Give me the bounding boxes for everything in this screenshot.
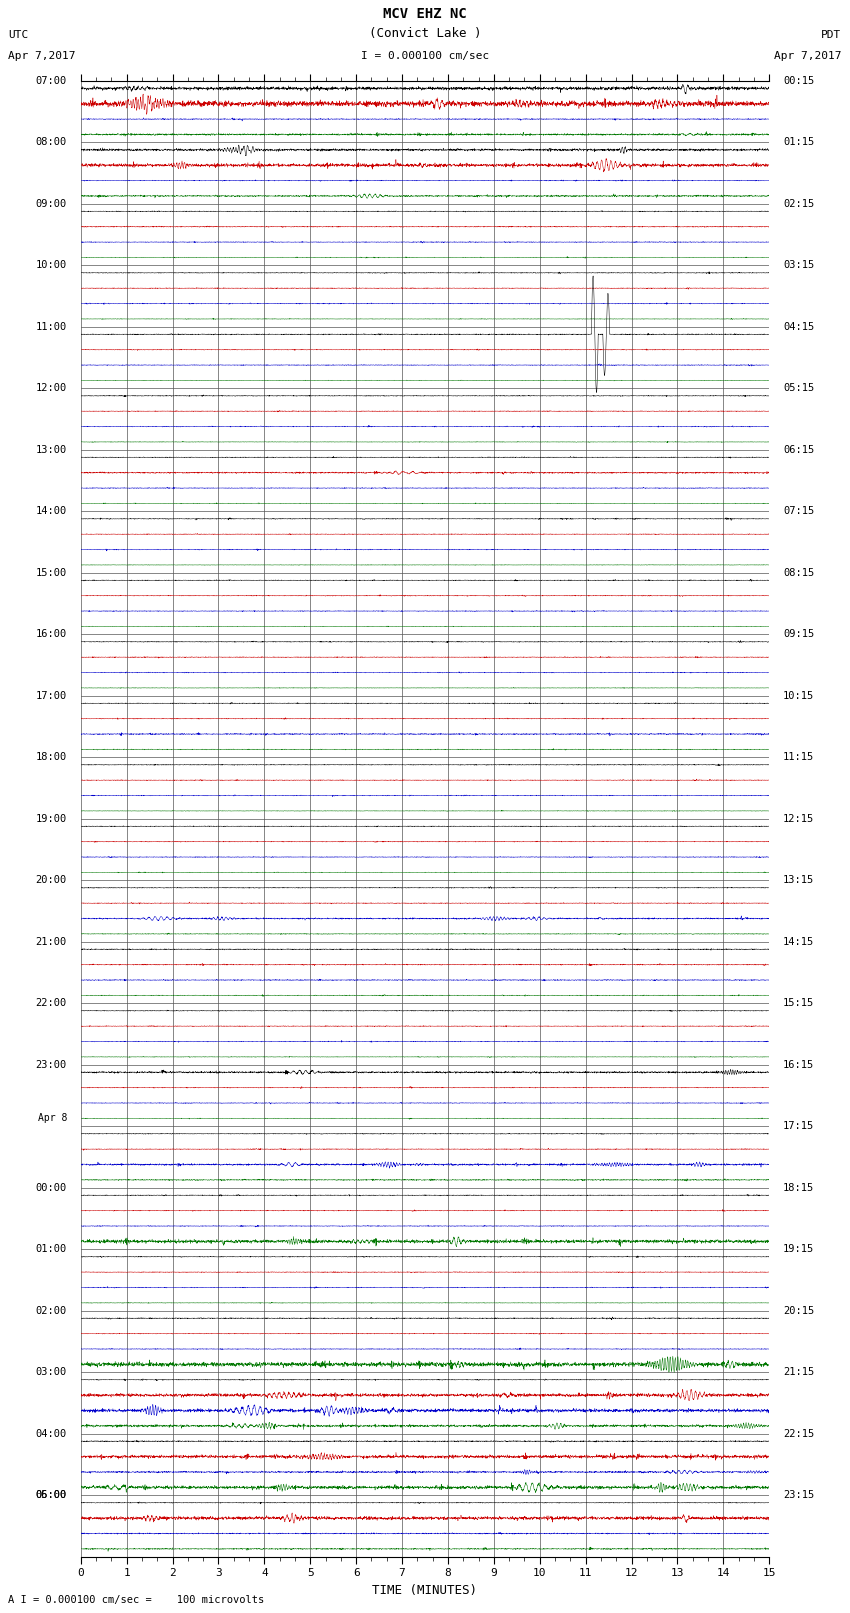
Text: 02:15: 02:15 [783, 198, 814, 208]
Text: 03:00: 03:00 [36, 1368, 67, 1378]
Text: 11:00: 11:00 [36, 321, 67, 332]
Text: PDT: PDT [821, 31, 842, 40]
Text: 10:00: 10:00 [36, 260, 67, 269]
Text: 20:00: 20:00 [36, 876, 67, 886]
Text: 23:15: 23:15 [783, 1490, 814, 1500]
Text: 03:15: 03:15 [783, 260, 814, 269]
Text: 10:15: 10:15 [783, 690, 814, 700]
Text: 17:15: 17:15 [783, 1121, 814, 1131]
Text: 12:15: 12:15 [783, 813, 814, 824]
Text: 05:15: 05:15 [783, 384, 814, 394]
Text: 08:15: 08:15 [783, 568, 814, 577]
Text: 00:00: 00:00 [36, 1182, 67, 1192]
Text: 19:15: 19:15 [783, 1244, 814, 1253]
Text: 07:15: 07:15 [783, 506, 814, 516]
Text: 14:15: 14:15 [783, 937, 814, 947]
Text: Apr 8: Apr 8 [37, 1113, 67, 1123]
Text: 17:00: 17:00 [36, 690, 67, 700]
Text: 04:15: 04:15 [783, 321, 814, 332]
Text: 06:15: 06:15 [783, 445, 814, 455]
Text: 07:00: 07:00 [36, 76, 67, 85]
Text: 01:15: 01:15 [783, 137, 814, 147]
Text: 00:15: 00:15 [783, 76, 814, 85]
Text: 15:15: 15:15 [783, 998, 814, 1008]
Text: A I = 0.000100 cm/sec =    100 microvolts: A I = 0.000100 cm/sec = 100 microvolts [8, 1595, 264, 1605]
Text: 13:15: 13:15 [783, 876, 814, 886]
Text: 05:00: 05:00 [36, 1490, 67, 1500]
Text: I = 0.000100 cm/sec: I = 0.000100 cm/sec [361, 52, 489, 61]
Text: Apr 7,2017: Apr 7,2017 [774, 52, 842, 61]
Text: 08:00: 08:00 [36, 137, 67, 147]
Text: 02:00: 02:00 [36, 1305, 67, 1316]
Text: 21:15: 21:15 [783, 1368, 814, 1378]
Text: 16:15: 16:15 [783, 1060, 814, 1069]
Text: 01:00: 01:00 [36, 1244, 67, 1253]
Text: 18:00: 18:00 [36, 752, 67, 761]
Text: 06:00: 06:00 [36, 1490, 67, 1500]
Text: 18:15: 18:15 [783, 1182, 814, 1192]
Text: 11:15: 11:15 [783, 752, 814, 761]
Text: 09:15: 09:15 [783, 629, 814, 639]
Text: 22:15: 22:15 [783, 1429, 814, 1439]
Text: 16:00: 16:00 [36, 629, 67, 639]
Text: 20:15: 20:15 [783, 1305, 814, 1316]
Text: 23:00: 23:00 [36, 1060, 67, 1069]
Text: 15:00: 15:00 [36, 568, 67, 577]
Text: MCV EHZ NC: MCV EHZ NC [383, 6, 467, 21]
X-axis label: TIME (MINUTES): TIME (MINUTES) [372, 1584, 478, 1597]
Text: 13:00: 13:00 [36, 445, 67, 455]
Text: UTC: UTC [8, 31, 29, 40]
Text: Apr 7,2017: Apr 7,2017 [8, 52, 76, 61]
Text: 21:00: 21:00 [36, 937, 67, 947]
Text: (Convict Lake ): (Convict Lake ) [369, 27, 481, 40]
Text: 09:00: 09:00 [36, 198, 67, 208]
Text: 19:00: 19:00 [36, 813, 67, 824]
Text: 14:00: 14:00 [36, 506, 67, 516]
Text: 04:00: 04:00 [36, 1429, 67, 1439]
Text: 22:00: 22:00 [36, 998, 67, 1008]
Text: 12:00: 12:00 [36, 384, 67, 394]
